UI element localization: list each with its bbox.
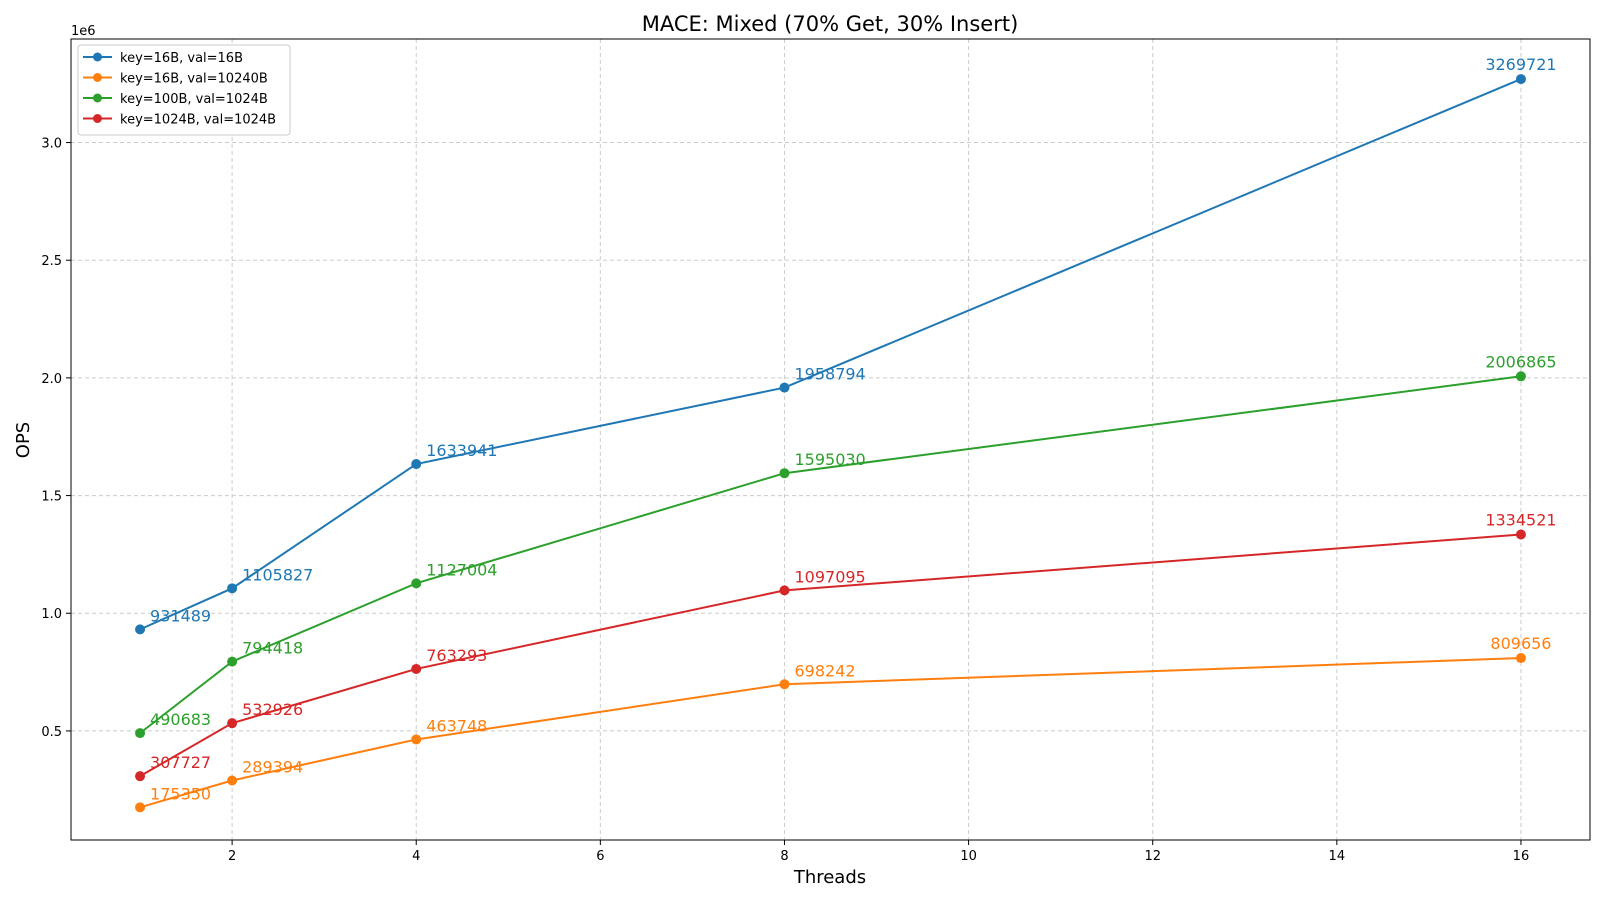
data-label: 698242 — [794, 661, 855, 680]
data-point — [1515, 371, 1526, 382]
data-label: 794418 — [242, 639, 303, 658]
data-label: 532926 — [242, 700, 303, 719]
x-tick-label: 8 — [780, 849, 788, 864]
data-label: 463748 — [426, 716, 487, 735]
data-point — [411, 578, 422, 589]
data-point — [779, 382, 790, 393]
x-tick-label: 2 — [228, 849, 236, 864]
data-point — [227, 718, 238, 729]
x-tick-label: 12 — [1144, 849, 1161, 864]
data-point — [135, 728, 146, 739]
y-tick-label: 3.0 — [41, 137, 62, 152]
data-label: 931489 — [150, 606, 211, 625]
legend-label: key=1024B, val=1024B — [120, 113, 276, 128]
x-tick-label: 4 — [412, 849, 420, 864]
y-tick-label: 0.5 — [41, 725, 62, 740]
y-axis-title: OPS — [13, 422, 34, 458]
data-label: 1105827 — [242, 565, 313, 584]
series-2: 175350 289394 463748 698242 809656 — [135, 634, 1551, 813]
legend-label: key=16B, val=16B — [120, 51, 243, 66]
data-label: 1097095 — [794, 567, 865, 586]
data-point — [779, 468, 790, 479]
y-axis: 0.5 1.0 1.5 2.0 2.5 3.0 — [41, 137, 71, 740]
data-point — [411, 734, 422, 745]
data-point — [135, 624, 146, 635]
data-point — [1515, 74, 1526, 85]
grid — [71, 39, 1590, 840]
x-tick-label: 14 — [1329, 849, 1346, 864]
data-label: 1633941 — [426, 441, 497, 460]
x-tick-label: 10 — [960, 849, 977, 864]
data-point — [779, 679, 790, 690]
x-axis: 2 4 6 8 10 12 14 16 — [228, 840, 1529, 864]
y-tick-label: 1.5 — [41, 490, 62, 505]
data-label: 763293 — [426, 646, 487, 665]
y-tick-label: 2.5 — [41, 254, 62, 269]
data-label: 1958794 — [794, 365, 865, 384]
x-tick-label: 6 — [596, 849, 604, 864]
legend-item: key=100B, val=1024B — [83, 92, 268, 107]
x-tick-label: 16 — [1513, 849, 1530, 864]
legend-label: key=100B, val=1024B — [120, 92, 268, 107]
y-axis-multiplier: 1e6 — [71, 24, 96, 39]
data-label: 175350 — [150, 784, 211, 803]
data-point — [135, 802, 146, 813]
data-label: 1595030 — [794, 450, 865, 469]
y-tick-label: 1.0 — [41, 607, 62, 622]
data-point — [411, 663, 422, 674]
data-point — [1515, 653, 1526, 664]
data-point — [227, 775, 238, 786]
data-point — [779, 585, 790, 596]
legend: key=16B, val=16B key=16B, val=10240B key=1… — [77, 44, 291, 136]
series-3: 490683 794418 1127004 1595030 2006865 — [135, 352, 1557, 739]
data-point — [135, 771, 146, 782]
legend-box — [77, 44, 291, 136]
legend-swatch-marker — [93, 73, 102, 82]
data-label: 1127004 — [426, 560, 497, 579]
legend-item: key=16B, val=16B — [83, 51, 243, 66]
legend-label: key=16B, val=10240B — [120, 72, 268, 87]
legend-item: key=1024B, val=1024B — [83, 113, 276, 128]
data-point — [1515, 529, 1526, 540]
data-point — [227, 656, 238, 667]
series-layer: 931489 1105827 1633941 1958794 3269721 175350… — [135, 55, 1557, 813]
data-label: 289394 — [242, 757, 303, 776]
data-label: 1334521 — [1485, 511, 1556, 530]
data-point — [227, 583, 238, 594]
legend-swatch-marker — [93, 52, 102, 62]
legend-swatch-marker — [93, 93, 102, 103]
legend-item: key=16B, val=10240B — [83, 72, 268, 87]
series-4: 307727 532926 763293 1097095 1334521 — [135, 511, 1557, 782]
data-label: 3269721 — [1485, 55, 1556, 74]
data-label: 2006865 — [1485, 352, 1556, 371]
y-tick-label: 2.0 — [41, 372, 62, 387]
data-label: 490683 — [150, 710, 211, 729]
data-label: 809656 — [1490, 634, 1551, 653]
chart-title: MACE: Mixed (70% Get, 30% Insert) — [642, 12, 1019, 36]
data-label: 307727 — [150, 753, 211, 772]
data-point — [411, 459, 422, 470]
legend-swatch-marker — [93, 114, 102, 123]
series-1: 931489 1105827 1633941 1958794 3269721 — [135, 55, 1557, 635]
plot-frame — [70, 38, 1591, 841]
x-axis-title: Threads — [793, 867, 866, 888]
